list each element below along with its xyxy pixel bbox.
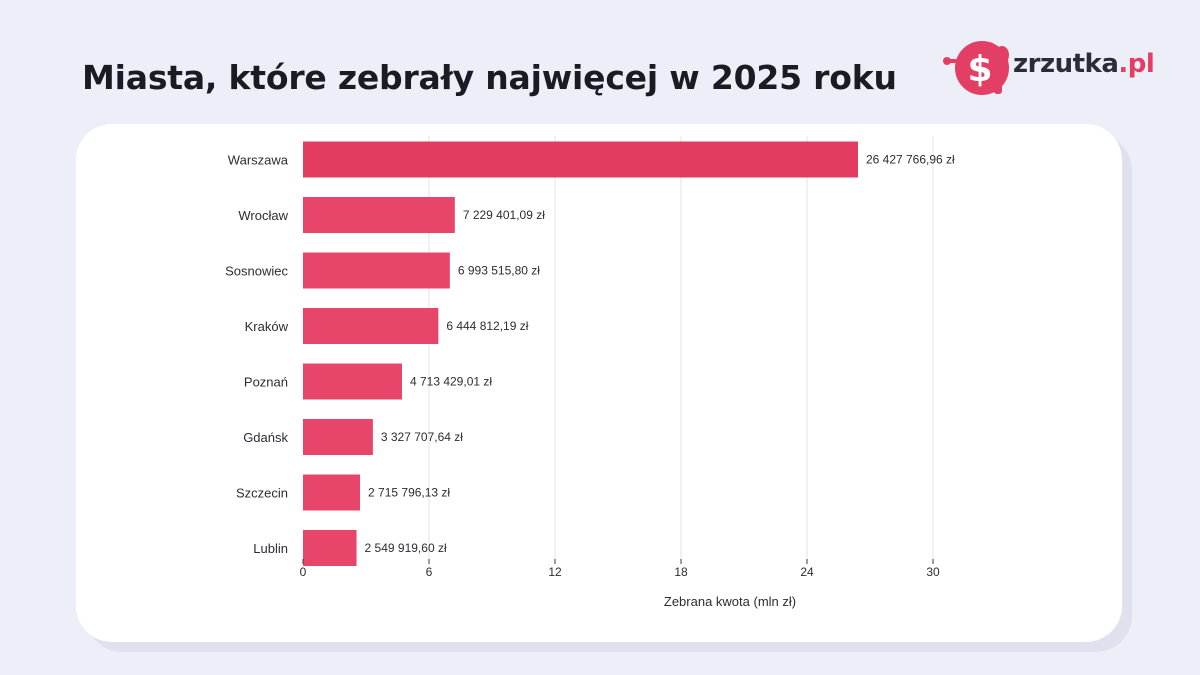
bar: [303, 530, 357, 566]
bar: [303, 419, 373, 455]
value-label: 2 549 919,60 zł: [365, 541, 447, 555]
category-label: Warszawa: [228, 153, 289, 168]
chart-card: Warszawa 26 427 766,96 zł Wrocław 7 229 401…: [76, 124, 1122, 642]
category-label: Lublin: [253, 541, 288, 556]
category-label: Wrocław: [238, 208, 288, 223]
tick-label: 12: [548, 565, 562, 579]
logo-text-main: zrzutka: [1013, 49, 1119, 79]
value-label: 6 444 812,19 zł: [446, 319, 528, 333]
svg-text:$: $: [967, 49, 992, 90]
value-label: 3 327 707,64 zł: [381, 430, 463, 444]
page-title: Miasta, które zebrały najwięcej w 2025 r…: [82, 58, 897, 97]
category-label: Sosnowiec: [225, 264, 288, 279]
tick-label: 0: [300, 565, 307, 579]
bar: [303, 474, 361, 511]
category-label: Poznań: [244, 375, 288, 390]
category-label: Gdańsk: [243, 430, 288, 445]
tick-label: 18: [674, 565, 688, 579]
tick-label: 24: [800, 565, 814, 579]
bar: [303, 308, 439, 344]
bar: [303, 141, 858, 178]
piggy-bank-icon: $: [943, 41, 1009, 95]
logo-text-accent: .pl: [1118, 49, 1155, 79]
value-label: 2 715 796,13 zł: [368, 486, 450, 500]
category-label: Kraków: [245, 319, 289, 334]
brand-logo[interactable]: $ zrzutka.pl: [938, 38, 1168, 98]
x-axis-title: Zebrana kwota (mln zł): [664, 594, 796, 609]
value-label: 26 427 766,96 zł: [866, 153, 955, 167]
tick-label: 30: [926, 565, 940, 579]
value-label: 4 713 429,01 zł: [410, 375, 492, 389]
bar: [303, 363, 402, 400]
bar: [303, 197, 455, 233]
value-label: 6 993 515,80 zł: [458, 264, 540, 278]
category-label: Szczecin: [236, 486, 288, 501]
tick-label: 6: [426, 565, 433, 579]
logo-text: zrzutka.pl: [1013, 49, 1155, 79]
bar: [303, 252, 450, 289]
bar-chart: Warszawa 26 427 766,96 zł Wrocław 7 229 401…: [225, 136, 955, 609]
value-label: 7 229 401,09 zł: [463, 208, 545, 222]
